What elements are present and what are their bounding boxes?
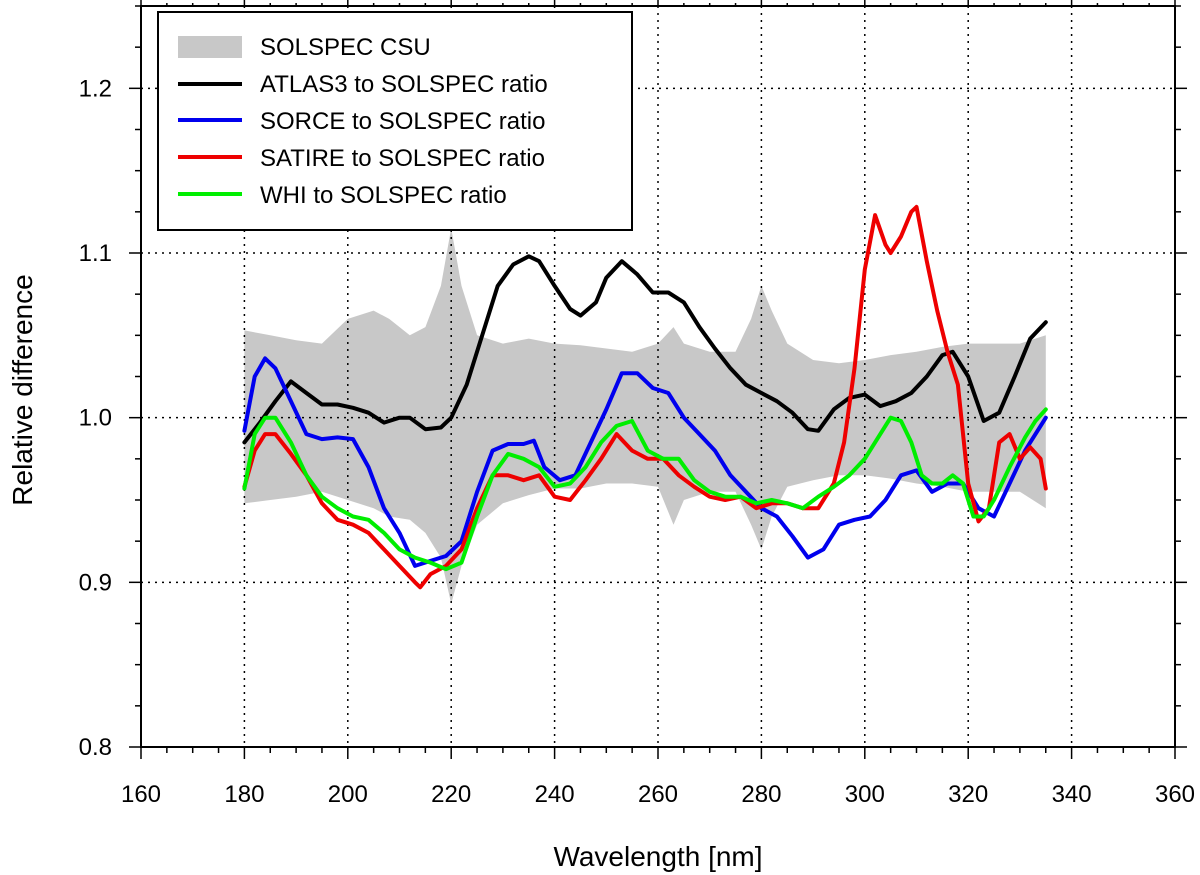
y-tick-label: 0.8 [79,734,112,761]
x-tick-label: 280 [741,781,781,808]
legend-label-series-0: ATLAS3 to SOLSPEC ratio [260,71,548,98]
x-tick-label: 240 [535,781,575,808]
legend-label-series-2: SATIRE to SOLSPEC ratio [260,145,545,172]
y-tick-label: 0.9 [79,569,112,596]
series-line-0 [242,254,1048,445]
x-axis-title: Wavelength [nm] [553,841,762,872]
x-tick-label: 320 [948,781,988,808]
x-tick-label: 360 [1155,781,1195,808]
legend: SOLSPEC CSU ATLAS3 to SOLSPEC ratio SORC… [157,11,633,231]
legend-label-band: SOLSPEC CSU [260,34,431,61]
y-tick-label: 1.0 [79,405,112,432]
x-tick-label: 220 [431,781,471,808]
band-solspec-csu [244,228,1046,604]
x-tick-label: 340 [1052,781,1092,808]
series-line-3 [242,407,1048,572]
series-line-2 [242,204,1048,590]
x-tick-label: 160 [121,781,161,808]
legend-label-series-1: SORCE to SOLSPEC ratio [260,108,545,135]
x-tick-label: 180 [224,781,264,808]
y-tick-label: 1.1 [79,240,112,267]
legend-swatch-band [178,36,242,58]
x-tick-label: 260 [638,781,678,808]
x-tick-label: 200 [328,781,368,808]
legend-label-series-3: WHI to SOLSPEC ratio [260,182,507,209]
x-tick-label: 300 [845,781,885,808]
y-axis-title: Relative difference [7,274,38,505]
y-tick-label: 1.2 [79,75,112,102]
series-line-1 [242,356,1048,568]
